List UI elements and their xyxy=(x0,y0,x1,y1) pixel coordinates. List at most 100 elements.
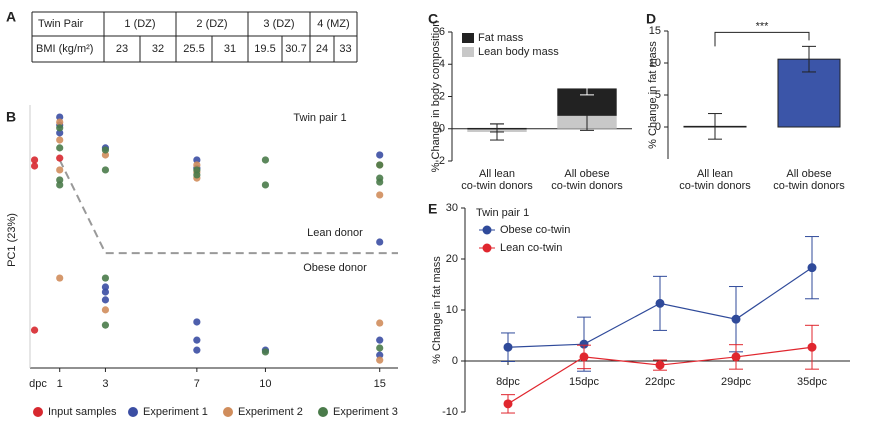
point xyxy=(261,348,270,356)
table-cell: 30.7 xyxy=(285,43,306,55)
point xyxy=(56,176,64,184)
y-tick-label: -10 xyxy=(442,406,458,418)
point xyxy=(193,171,201,179)
point xyxy=(376,238,384,246)
y-axis-label: % Change in body composition xyxy=(430,21,442,173)
point xyxy=(376,178,384,186)
point xyxy=(193,318,201,326)
x-tick-label: co-twin donors xyxy=(773,180,845,192)
table-cell: 33 xyxy=(339,43,351,55)
x-tick-label: 10 xyxy=(259,378,271,390)
point xyxy=(56,113,64,121)
table-header: 1 (DZ) xyxy=(124,18,155,30)
point xyxy=(56,181,64,189)
point xyxy=(101,296,110,304)
point xyxy=(101,288,110,296)
x-tick-label: All obese xyxy=(786,168,831,180)
point xyxy=(655,298,665,308)
point xyxy=(193,161,201,169)
y-tick-label: 6 xyxy=(439,26,445,38)
legend-label: Experiment 2 xyxy=(238,406,303,418)
legend-swatch xyxy=(33,407,43,417)
y-tick-label: 10 xyxy=(649,57,661,69)
x-tick-label: 15 xyxy=(374,378,386,390)
x-tick-label: All lean xyxy=(697,168,733,180)
point xyxy=(30,326,39,334)
x-tick-label: 7 xyxy=(194,378,200,390)
y-tick-label: 0 xyxy=(452,355,458,367)
point xyxy=(376,161,384,169)
table-header: 2 (DZ) xyxy=(196,18,227,30)
point xyxy=(193,156,201,164)
y-tick-label: 0 xyxy=(439,123,445,135)
point xyxy=(503,399,513,409)
table-row-label: BMI (kg/m²) xyxy=(36,43,93,55)
point xyxy=(30,162,39,170)
legend-label: Experiment 1 xyxy=(143,406,208,418)
point xyxy=(376,344,384,352)
legend-swatch xyxy=(128,407,138,417)
point xyxy=(101,274,110,282)
legend-label: Fat mass xyxy=(478,32,524,44)
legend-swatch xyxy=(462,47,474,57)
point xyxy=(56,118,64,126)
table-cell: 31 xyxy=(224,43,236,55)
y-tick-label: 5 xyxy=(655,89,661,101)
x-tick-label: 8dpc xyxy=(496,376,520,388)
point xyxy=(101,283,110,291)
y-tick-label: 15 xyxy=(649,25,661,37)
table-header: Twin Pair xyxy=(38,18,84,30)
point xyxy=(731,352,741,362)
legend-label: Lean co-twin xyxy=(500,242,562,254)
panel-label: C xyxy=(428,11,438,27)
legend-swatch xyxy=(223,407,233,417)
point xyxy=(807,263,817,273)
point xyxy=(376,356,384,364)
panel-label: D xyxy=(646,11,656,27)
point xyxy=(101,151,110,159)
x-tick-label: 15dpc xyxy=(569,376,599,388)
legend-label: Obese co-twin xyxy=(500,224,570,236)
point xyxy=(261,181,270,189)
point xyxy=(56,124,64,132)
table-header: 4 (MZ) xyxy=(317,18,349,30)
point xyxy=(261,156,270,164)
point xyxy=(503,342,513,352)
x-tick-label: 29dpc xyxy=(721,376,751,388)
y-tick-label: 0 xyxy=(655,121,661,133)
x-axis-label: dpc xyxy=(29,378,47,390)
x-tick-label: 35dpc xyxy=(797,376,827,388)
point xyxy=(376,151,384,159)
point xyxy=(376,191,384,199)
point xyxy=(807,342,817,352)
panel-label: E xyxy=(428,201,437,217)
table-cell: 25.5 xyxy=(183,43,204,55)
y-axis-label: % Change in fat mass xyxy=(647,41,659,149)
x-tick-label: 1 xyxy=(57,378,63,390)
table-cell: 19.5 xyxy=(254,43,275,55)
point xyxy=(30,156,39,164)
panel-label: B xyxy=(6,109,16,125)
x-tick-label: co-twin donors xyxy=(551,180,623,192)
x-tick-label: All lean xyxy=(479,168,515,180)
y-tick-label: 2 xyxy=(439,90,445,102)
point xyxy=(56,144,64,152)
point xyxy=(56,154,64,162)
table-cell: 32 xyxy=(152,43,164,55)
point xyxy=(655,360,665,370)
point xyxy=(101,306,110,314)
point xyxy=(193,336,201,344)
chart-title: Twin pair 1 xyxy=(293,112,346,124)
legend-swatch xyxy=(318,407,328,417)
point xyxy=(56,136,64,144)
legend-label: Input samples xyxy=(48,406,117,418)
y-axis-label: PC1 (23%) xyxy=(6,213,18,267)
point xyxy=(101,146,110,154)
point xyxy=(193,346,201,354)
trend-line xyxy=(58,159,398,255)
point xyxy=(376,336,384,344)
point xyxy=(56,129,64,137)
point xyxy=(579,352,589,362)
legend-label: Experiment 3 xyxy=(333,406,398,418)
